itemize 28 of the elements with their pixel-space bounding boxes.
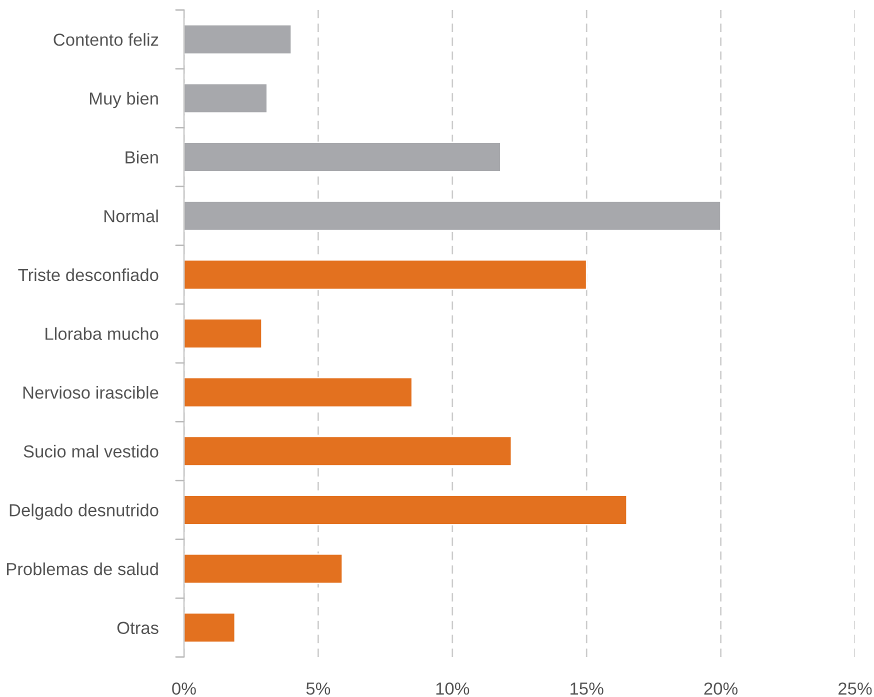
y-tick-label: Otras — [117, 622, 158, 634]
y-tick-label: Bien — [126, 150, 158, 164]
y-tick-label: Normal — [104, 210, 158, 222]
x-tick-label: 25% — [838, 682, 872, 695]
y-tick-label: Problemas de salud — [6, 562, 158, 576]
y-tick-label: Delgado desnutrido — [10, 504, 158, 520]
bar — [184, 318, 263, 349]
x-tick-label: 5% — [306, 682, 330, 695]
y-tick-label: Contento feliz — [54, 33, 158, 46]
y-tick-label: Sucio mal vestido — [24, 444, 158, 458]
x-tick-label: 15% — [570, 682, 604, 695]
y-tick-label: Muy bien — [90, 92, 158, 108]
bar — [184, 24, 292, 55]
y-tick-label: Triste desconfiado — [18, 268, 158, 282]
x-tick-label: 0% — [172, 682, 196, 695]
y-tick-label: Nervioso irascible — [23, 386, 158, 399]
bar — [184, 436, 512, 467]
x-tick-label: 20% — [704, 682, 738, 695]
bar — [184, 200, 722, 232]
bar — [184, 612, 236, 643]
bar — [184, 553, 344, 584]
bar — [184, 259, 588, 290]
y-tick-label: Lloraba mucho — [46, 327, 158, 340]
bar — [184, 494, 628, 526]
x-tick-label: 10% — [436, 682, 470, 695]
bar — [184, 376, 413, 408]
bar — [184, 142, 502, 172]
bar — [184, 82, 268, 114]
